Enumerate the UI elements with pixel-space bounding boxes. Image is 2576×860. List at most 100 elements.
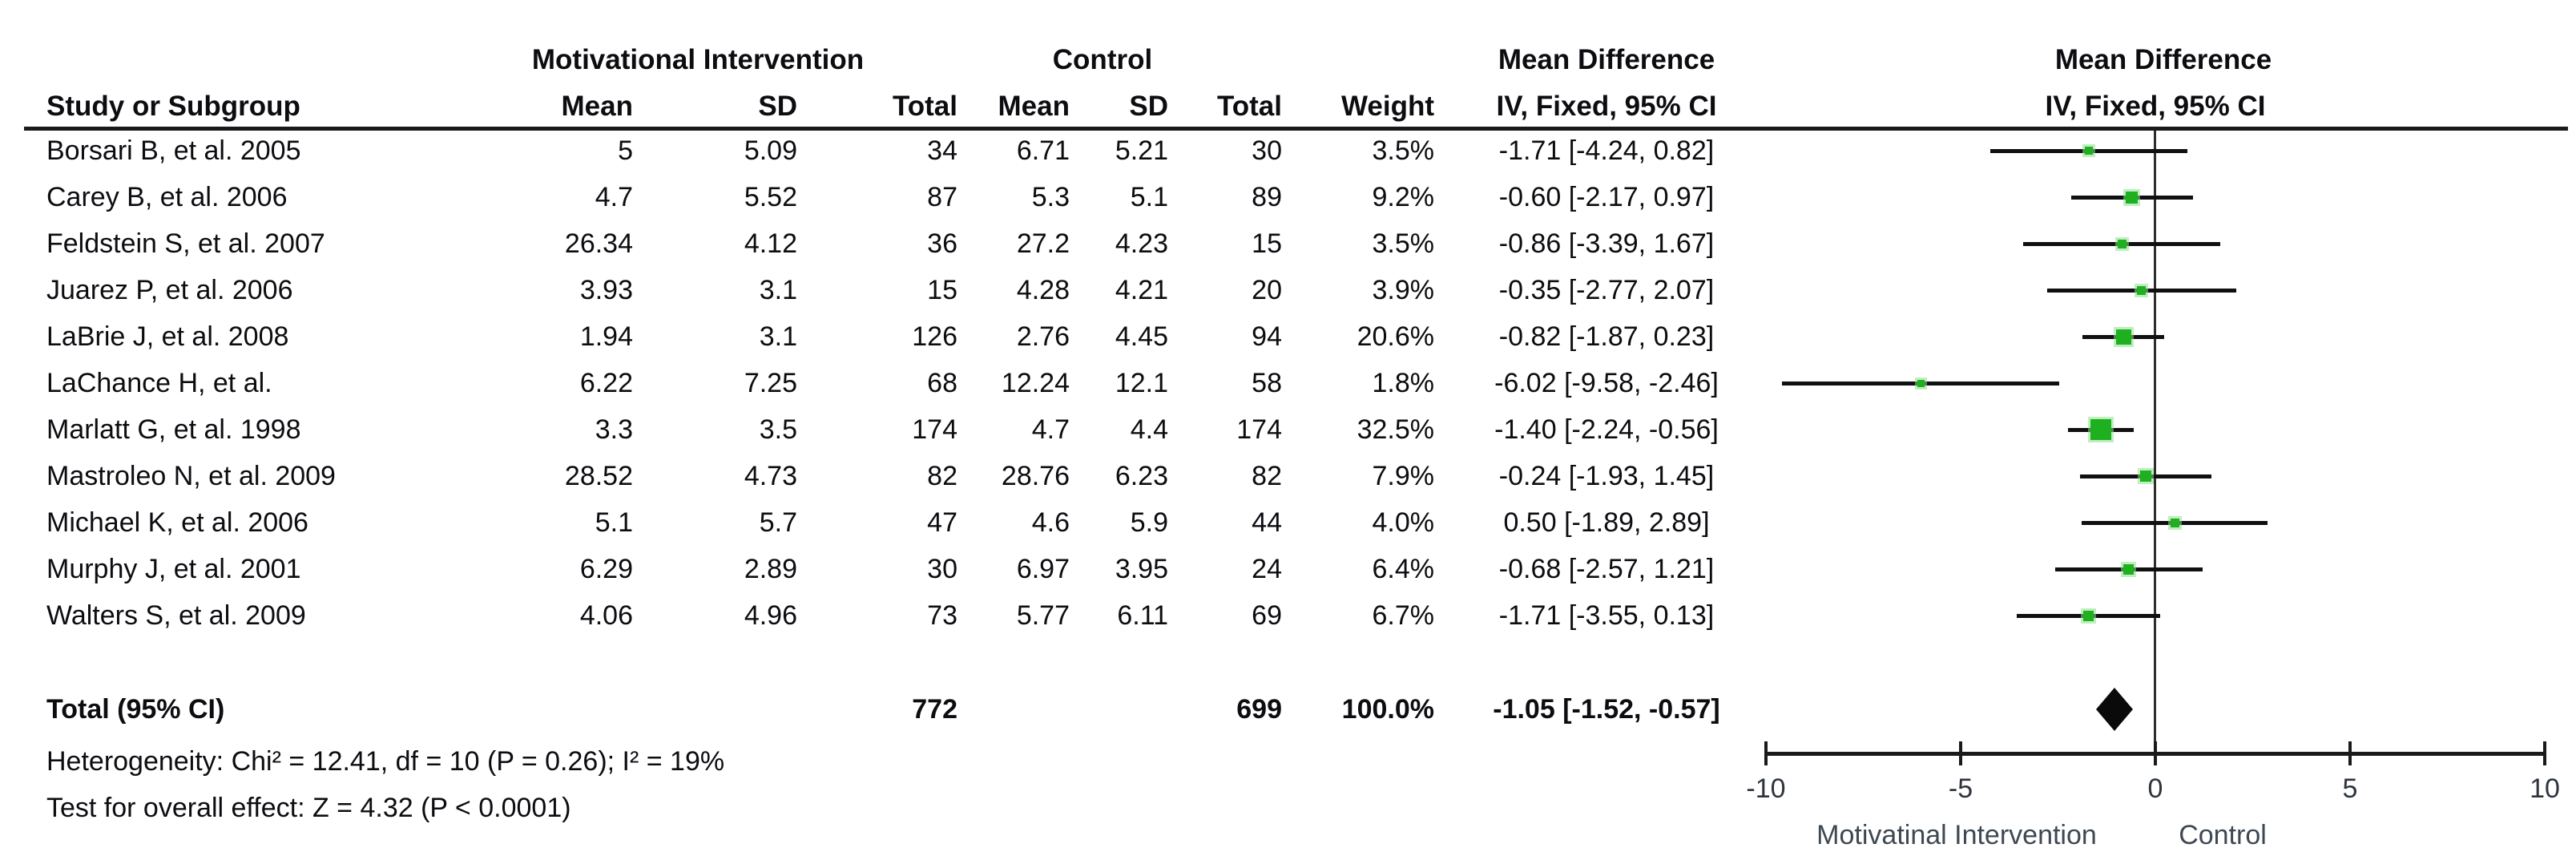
study-c-total: 20 <box>1252 275 1282 305</box>
study-mi-mean: 6.29 <box>579 554 633 584</box>
col-header-ci-plot: IV, Fixed, 95% CI <box>2045 91 2266 122</box>
effect-marker <box>2170 518 2179 527</box>
effect-marker <box>2090 419 2111 440</box>
study-c-sd: 3.95 <box>1115 554 1168 584</box>
axis-tick <box>1959 741 1962 765</box>
study-mi-sd: 5.7 <box>759 507 797 538</box>
study-ci-label: -0.35 [-2.77, 2.07] <box>1498 275 1715 305</box>
axis-label-favours-intervention: Motivatinal Intervention <box>1816 820 2097 850</box>
col-header-ci-table: IV, Fixed, 95% CI <box>1496 91 1717 122</box>
study-name: LaChance H, et al. <box>46 368 272 398</box>
summary-diamond <box>2096 688 2134 731</box>
study-weight: 3.5% <box>1372 135 1435 166</box>
study-mi-sd: 3.5 <box>759 414 797 445</box>
study-mi-mean: 6.22 <box>579 368 633 398</box>
study-c-total: 58 <box>1252 368 1282 398</box>
study-mi-sd: 7.25 <box>744 368 797 398</box>
total-mi-n: 772 <box>912 694 957 725</box>
study-mi-sd: 2.89 <box>744 554 797 584</box>
study-c-mean: 28.76 <box>1001 461 1070 491</box>
study-c-mean: 4.28 <box>1016 275 1070 305</box>
study-c-total: 44 <box>1252 507 1282 538</box>
header-underline <box>24 127 2568 131</box>
study-weight: 3.9% <box>1372 275 1435 305</box>
study-name: Michael K, et al. 2006 <box>46 507 308 538</box>
study-c-mean: 5.77 <box>1016 600 1070 631</box>
study-c-mean: 4.6 <box>1031 507 1070 538</box>
axis-tick-label: 0 <box>2147 773 2163 804</box>
study-c-sd: 4.4 <box>1130 414 1168 445</box>
col-header-total-control: Total <box>1216 91 1282 122</box>
study-weight: 3.5% <box>1372 228 1435 259</box>
study-ci-label: -0.24 [-1.93, 1.45] <box>1498 461 1715 491</box>
zero-reference-line <box>2154 131 2156 754</box>
study-weight: 20.6% <box>1357 321 1434 352</box>
col-header-weight: Weight <box>1340 91 1434 122</box>
study-mi-sd: 5.52 <box>744 182 797 212</box>
study-mi-mean: 5 <box>618 135 633 166</box>
study-c-sd: 5.9 <box>1130 507 1168 538</box>
study-ci-label: -1.71 [-4.24, 0.82] <box>1498 135 1715 166</box>
effect-marker <box>2117 239 2127 248</box>
study-name: Mastroleo N, et al. 2009 <box>46 461 336 491</box>
study-mi-mean: 3.3 <box>595 414 633 445</box>
total-row-label: Total (95% CI) <box>46 694 225 725</box>
study-c-total: 174 <box>1236 414 1282 445</box>
col-header-sd-mi: SD <box>758 91 797 122</box>
study-mi-total: 68 <box>927 368 957 398</box>
study-mi-mean: 5.1 <box>595 507 633 538</box>
study-c-sd: 4.45 <box>1115 321 1168 352</box>
study-c-mean: 5.3 <box>1031 182 1070 212</box>
group-header-mean-difference-table: Mean Difference <box>1498 44 1715 75</box>
effect-marker <box>2126 191 2139 204</box>
study-mi-sd: 5.09 <box>744 135 797 166</box>
study-c-total: 24 <box>1252 554 1282 584</box>
group-header-motivational-intervention: Motivational Intervention <box>531 44 865 75</box>
total-weight: 100.0% <box>1341 694 1434 725</box>
study-mi-mean: 26.34 <box>564 228 633 259</box>
study-c-mean: 2.76 <box>1016 321 1070 352</box>
study-c-total: 89 <box>1252 182 1282 212</box>
study-mi-total: 126 <box>912 321 957 352</box>
study-weight: 9.2% <box>1372 182 1435 212</box>
study-ci-label: -0.68 [-2.57, 1.21] <box>1498 554 1715 584</box>
axis-tick-label: 5 <box>2342 773 2358 804</box>
axis-tick-label: -5 <box>1948 773 1973 804</box>
study-name: Borsari B, et al. 2005 <box>46 135 301 166</box>
col-header-sd-control: SD <box>1129 91 1168 122</box>
study-ci-label: -0.82 [-1.87, 0.23] <box>1498 321 1715 352</box>
study-c-sd: 5.21 <box>1115 135 1168 166</box>
study-mi-total: 82 <box>927 461 957 491</box>
study-c-mean: 4.7 <box>1031 414 1070 445</box>
total-control-n: 699 <box>1236 694 1282 725</box>
heterogeneity-text: Heterogeneity: Chi² = 12.41, df = 10 (P … <box>46 746 725 777</box>
effect-marker <box>2115 329 2131 345</box>
effect-marker <box>2123 563 2135 575</box>
study-name: Marlatt G, et al. 1998 <box>46 414 301 445</box>
axis-tick <box>2543 741 2546 765</box>
study-weight: 6.4% <box>1372 554 1435 584</box>
study-mi-sd: 3.1 <box>759 321 797 352</box>
study-mi-total: 47 <box>927 507 957 538</box>
study-mi-mean: 4.06 <box>579 600 633 631</box>
overall-effect-text: Test for overall effect: Z = 4.32 (P < 0… <box>46 793 571 823</box>
study-mi-sd: 3.1 <box>759 275 797 305</box>
study-name: Walters S, et al. 2009 <box>46 600 306 631</box>
study-mi-total: 34 <box>927 135 957 166</box>
study-c-sd: 4.23 <box>1115 228 1168 259</box>
axis-tick <box>2348 741 2352 765</box>
study-mi-total: 87 <box>927 182 957 212</box>
group-header-mean-difference-plot: Mean Difference <box>2054 44 2272 75</box>
axis-tick <box>2154 741 2157 765</box>
study-ci-label: -1.71 [-3.55, 0.13] <box>1498 600 1715 631</box>
study-ci-label: -1.40 [-2.24, -0.56] <box>1494 414 1719 445</box>
effect-marker <box>2083 610 2094 621</box>
study-c-total: 82 <box>1252 461 1282 491</box>
axis-label-favours-control: Control <box>2179 820 2267 850</box>
study-mi-mean: 4.7 <box>595 182 633 212</box>
study-mi-mean: 28.52 <box>564 461 633 491</box>
study-mi-total: 30 <box>927 554 957 584</box>
study-ci-label: -0.60 [-2.17, 0.97] <box>1498 182 1715 212</box>
study-mi-sd: 4.12 <box>744 228 797 259</box>
